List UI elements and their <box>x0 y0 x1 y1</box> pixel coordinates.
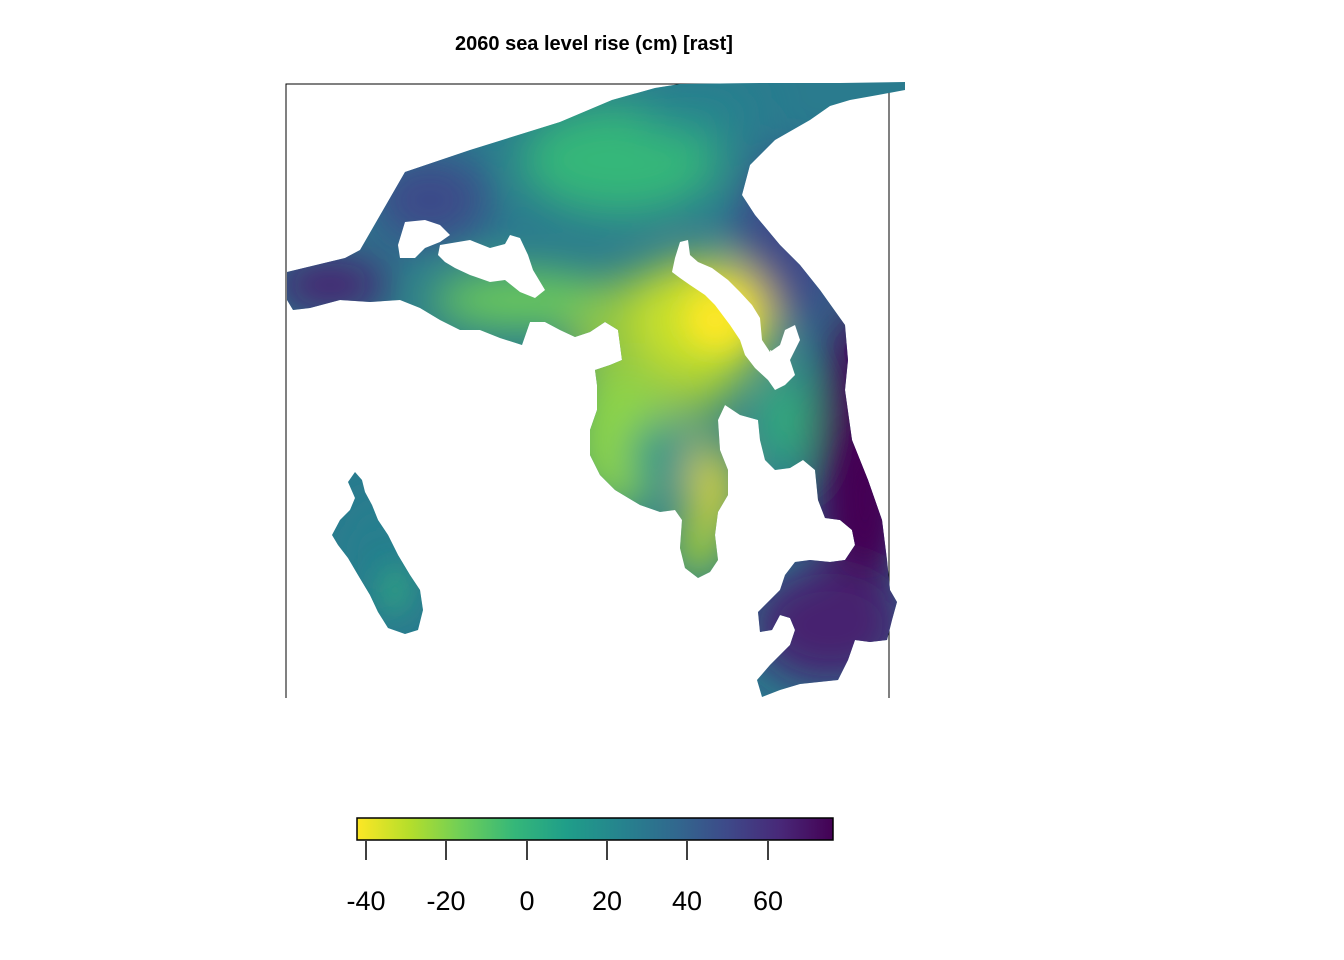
raster-zone-southeast <box>750 565 905 685</box>
raster-zone-west-shore <box>430 272 610 328</box>
raster-zone-north-shelf <box>640 85 760 135</box>
raster-zone-north-central <box>520 105 720 215</box>
colorbar-tick-label: 20 <box>592 886 622 916</box>
colorbar-tick-label: 60 <box>753 886 783 916</box>
land-patch-bay-west <box>438 235 545 298</box>
raster-zone-south-center <box>630 420 690 490</box>
land-patch-central-inlet <box>672 240 800 390</box>
land-patch-west <box>398 220 450 258</box>
colorbar-tick-labels: -40 -20 0 20 40 60 <box>346 886 783 916</box>
raster-zone-south-tip <box>676 520 720 580</box>
colorbar: -40 -20 0 20 40 60 <box>346 817 834 916</box>
raster-zone-northwest <box>287 255 390 315</box>
colorbar-tick-label: 40 <box>672 886 702 916</box>
raster-zone-east-middle <box>763 370 807 470</box>
plot-frame <box>285 83 890 698</box>
colorbar-tick-label: 0 <box>519 886 534 916</box>
raster-zone-island-center <box>380 565 410 615</box>
raster-layer <box>287 82 905 697</box>
colorbar-tick-label: -20 <box>426 886 465 916</box>
colorbar-rect <box>356 817 834 841</box>
land-patch-east-islet <box>770 350 790 376</box>
colorbar-ticks <box>365 841 769 860</box>
raster-zone-east-edge <box>847 440 883 560</box>
map-title: 2060 sea level rise (cm) [rast] <box>455 33 733 55</box>
land-patches <box>398 220 800 390</box>
colorbar-tick-label: -40 <box>346 886 385 916</box>
